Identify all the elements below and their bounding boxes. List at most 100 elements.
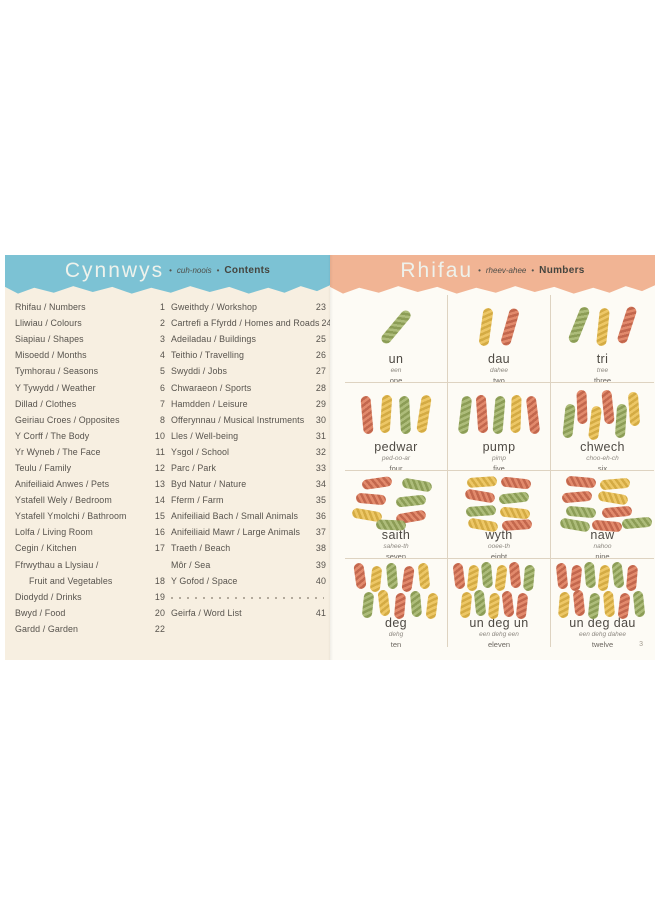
pasta-piece-green	[399, 395, 411, 435]
number-pronunciation: een	[390, 367, 402, 374]
toc-entry-page-number: 31	[315, 430, 326, 441]
number-cell-un-deg-un: un deg un een dehg een eleven	[448, 559, 551, 647]
toc-entry-page-number: 15	[154, 511, 165, 522]
toc-row: Byd Natur / Nature 34	[171, 476, 326, 492]
toc-row: Lolfa / Living Room 16	[15, 524, 165, 540]
toc-entry-label: Y Corff / The Body	[15, 430, 90, 441]
bullet-dot: •	[216, 266, 220, 275]
pasta-piece-green	[385, 562, 399, 590]
number-pronunciation: ooee-th	[487, 543, 511, 550]
toc-entry-page-number: 7	[159, 398, 165, 409]
welsh-number-word: un deg dau	[569, 616, 636, 630]
numbers-title-english: Numbers	[539, 265, 585, 276]
number-pronunciation: een dehg dahee	[579, 631, 626, 638]
pasta-piece-red	[601, 505, 633, 519]
toc-row: Cartrefi a Ffyrdd / Homes and Roads 24	[171, 315, 331, 331]
number-cell-saith: saith sahee-th seven	[345, 471, 448, 559]
welsh-number-word: chwech	[580, 440, 625, 454]
toc-row: Teithio / Travelling 26	[171, 347, 326, 363]
pasta-piece-green	[375, 519, 407, 531]
toc-entry-page-number: 37	[315, 527, 326, 538]
toc-entry-page-number: 2	[159, 318, 165, 329]
bullet-dot: •	[478, 266, 481, 275]
pasta-piece-green	[587, 592, 601, 620]
welsh-number-word: saith	[381, 528, 411, 542]
toc-entry-page-number: 30	[315, 414, 326, 425]
toc-row: Gardd / Garden 22	[15, 621, 165, 637]
pasta-illustration	[345, 473, 447, 531]
toc-entry-label: Rhifau / Numbers	[15, 302, 86, 313]
toc-entry-page-number: 39	[315, 559, 326, 570]
number-pronunciation: nahoo	[593, 543, 612, 550]
number-pronunciation: tree	[596, 367, 609, 374]
toc-entry-page-number: 19	[154, 591, 165, 602]
pasta-piece-yellow	[602, 590, 616, 618]
pasta-piece-red	[569, 564, 583, 592]
welsh-number-word: deg	[384, 616, 408, 630]
toc-row: Cegin / Kitchen 17	[15, 540, 165, 556]
pasta-piece-green	[522, 564, 536, 592]
toc-row: Dillad / Clothes 7	[15, 396, 165, 412]
pasta-piece-yellow	[557, 591, 571, 619]
toc-entry-page-number: 35	[315, 495, 326, 506]
toc-entry-page-number: 27	[315, 366, 326, 377]
pasta-illustration	[345, 561, 447, 620]
toc-entry-page-number: 28	[315, 382, 326, 393]
toc-row: Siapiau / Shapes 3	[15, 331, 165, 347]
pasta-piece-yellow	[597, 564, 611, 592]
toc-entry-label: Lolfa / Living Room	[15, 527, 93, 538]
english-number-word: seven	[385, 552, 406, 559]
toc-row: Gweithdy / Workshop 23	[171, 299, 326, 315]
pasta-piece-green	[401, 477, 433, 493]
toc-entry-page-number: 12	[154, 462, 165, 473]
pasta-piece-yellow	[597, 490, 629, 506]
toc-row: Anifeiliaid Bach / Small Animals 36	[171, 508, 326, 524]
pasta-piece-yellow	[379, 394, 393, 434]
pasta-piece-red	[501, 518, 533, 532]
pasta-piece-yellow	[369, 565, 383, 593]
page-number: 3	[639, 641, 643, 648]
toc-entry-page-number: 40	[315, 575, 326, 586]
toc-entry-label: Tymhorau / Seasons	[15, 366, 99, 377]
toc-row: Tymhorau / Seasons 5	[15, 363, 165, 379]
toc-divider	[171, 589, 326, 605]
toc-row: Teulu / Family 12	[15, 460, 165, 476]
pasta-piece-red	[572, 589, 586, 617]
toc-entry-label: Anifeiliaid Bach / Small Animals	[171, 511, 299, 522]
toc-entry-label: Siapiau / Shapes	[15, 334, 84, 345]
pasta-piece-green	[611, 561, 625, 589]
numbers-pronunciation: rheev-ahee	[485, 266, 527, 275]
pasta-piece-green	[498, 491, 530, 505]
pasta-piece-red	[464, 488, 496, 504]
toc-row: Offerynnau / Musical Instruments 30	[171, 412, 326, 428]
pasta-piece-green	[567, 305, 591, 345]
toc-entry-label: Swyddi / Jobs	[171, 366, 228, 377]
toc-entry-label: Ffrwythau a Llysiau /	[15, 559, 99, 570]
numbers-title: Rhifau	[400, 259, 474, 282]
pasta-piece-red	[361, 475, 393, 491]
pasta-piece-yellow	[425, 592, 439, 620]
pasta-piece-yellow	[510, 394, 522, 434]
toc-row: Fferm / Farm 35	[171, 492, 326, 508]
pasta-piece-yellow	[499, 506, 531, 520]
toc-row: Yr Wyneb / The Face 11	[15, 444, 165, 460]
toc-entry-page-number: 26	[315, 350, 326, 361]
toc-entry-label: Gweithdy / Workshop	[171, 302, 258, 313]
toc-entry-page-number: 14	[154, 495, 165, 506]
number-pronunciation: choo-eh-ch	[586, 455, 619, 462]
number-cell-naw: naw nahoo nine	[551, 471, 654, 559]
pasta-piece-red	[393, 592, 407, 620]
pasta-illustration	[551, 473, 654, 533]
pasta-piece-yellow	[417, 562, 431, 590]
pasta-piece-green	[480, 561, 494, 589]
toc-row: Y Corff / The Body 10	[15, 428, 165, 444]
pasta-piece-red	[452, 562, 466, 590]
toc-entry-label: Diodydd / Drinks	[15, 591, 82, 602]
pasta-illustration	[448, 473, 550, 533]
number-pronunciation: dahee	[489, 367, 509, 374]
toc-entry-label: Y Gofod / Space	[171, 575, 238, 586]
pasta-illustration	[448, 561, 550, 620]
toc-row: Adeiladau / Buildings 25	[171, 331, 326, 347]
number-cell-pump: pump pimp five	[448, 383, 551, 471]
pasta-piece-green	[395, 494, 427, 508]
